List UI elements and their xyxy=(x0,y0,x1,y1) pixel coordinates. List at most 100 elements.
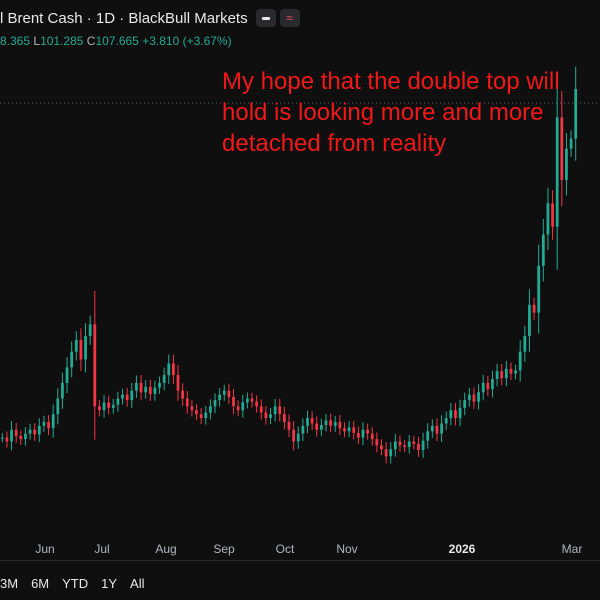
candle-body xyxy=(514,370,517,374)
symbol-title[interactable]: l Brent Cash · 1D · BlackBull Markets xyxy=(0,9,248,27)
candle-body xyxy=(5,437,9,442)
candle-body xyxy=(139,382,143,393)
candle-body xyxy=(343,428,346,432)
candle-body xyxy=(287,421,291,430)
minus-icon[interactable] xyxy=(255,9,276,27)
candle-body xyxy=(467,394,471,401)
ohlc-low: 101.285 xyxy=(40,34,84,48)
candle-body xyxy=(361,429,365,438)
candle-body xyxy=(24,433,27,440)
candle-body xyxy=(403,445,406,447)
candle-body xyxy=(398,441,402,446)
candle-body xyxy=(70,351,74,368)
candle-body xyxy=(176,375,180,391)
x-tick-label: Sep xyxy=(213,542,235,556)
candle-body xyxy=(190,406,194,411)
candle-body xyxy=(88,324,92,337)
candle-body xyxy=(199,414,203,419)
candle-body xyxy=(121,394,124,399)
range-6m-button[interactable]: 6M xyxy=(31,576,50,591)
candle-body xyxy=(393,441,397,450)
candle-body xyxy=(458,407,462,419)
candle-body xyxy=(329,420,333,426)
candle-body xyxy=(435,425,439,434)
candle-body xyxy=(158,382,161,388)
wave-icon[interactable]: ≈ xyxy=(279,9,300,27)
candle-body xyxy=(504,368,508,379)
candle-body xyxy=(269,414,272,419)
range-selector: 3M 6M YTD 1Y All xyxy=(0,560,600,596)
annotation-text: My hope that the double top will hold is… xyxy=(222,68,560,157)
candle-body xyxy=(384,449,388,457)
range-ytd-button[interactable]: YTD xyxy=(62,576,89,591)
candle-body xyxy=(551,203,554,227)
candle-body xyxy=(218,394,222,401)
candle-body xyxy=(310,418,314,424)
candle-body xyxy=(463,400,467,408)
candle-body xyxy=(282,414,286,422)
candle-body xyxy=(495,371,499,379)
candle-body xyxy=(116,398,120,405)
candle-body xyxy=(454,410,457,419)
candle-body xyxy=(407,441,411,447)
x-tick-label: 2026 xyxy=(448,542,476,556)
candle-body xyxy=(324,420,328,426)
candle-body xyxy=(195,410,198,415)
candle-body xyxy=(537,265,541,313)
candle-body xyxy=(102,402,106,411)
candle-body xyxy=(79,339,83,360)
candle-body xyxy=(306,418,309,426)
candle-body xyxy=(315,423,319,430)
range-all-button[interactable]: All xyxy=(130,576,145,591)
candle-body xyxy=(232,396,235,407)
candle-body xyxy=(10,429,13,442)
x-tick-label: Jun xyxy=(35,542,55,556)
candle-body xyxy=(296,433,300,442)
candle-body xyxy=(14,429,18,436)
candle-body xyxy=(366,429,369,434)
range-3m-button[interactable]: 3M xyxy=(0,576,19,591)
candle-body xyxy=(528,304,531,337)
candle-body xyxy=(125,394,129,401)
candle-body xyxy=(37,425,41,435)
candle-body xyxy=(333,421,337,426)
candle-body xyxy=(130,390,134,401)
range-1y-button[interactable]: 1Y xyxy=(101,576,118,591)
candle-body xyxy=(255,401,259,407)
candle-body xyxy=(472,394,476,402)
candle-body xyxy=(185,398,189,407)
candle-body xyxy=(565,148,568,180)
candle-body xyxy=(65,367,69,383)
candle-body xyxy=(245,398,249,403)
candle-body xyxy=(0,437,4,439)
candle-body xyxy=(417,443,420,451)
candle-body xyxy=(440,423,443,434)
candle-body xyxy=(347,427,351,432)
candle-body xyxy=(19,435,23,440)
candle-body xyxy=(273,406,277,415)
candle-body xyxy=(181,390,185,399)
candle-body xyxy=(227,390,231,397)
candle-body xyxy=(42,421,46,426)
candle-body xyxy=(259,406,263,413)
candle-body xyxy=(352,427,356,433)
chart-header: l Brent Cash · 1D · BlackBull Markets ≈ xyxy=(0,4,300,32)
candle-body xyxy=(241,402,245,411)
candle-body xyxy=(546,203,550,235)
candle-body xyxy=(412,441,416,444)
candle-body xyxy=(375,439,379,446)
candle-body xyxy=(523,336,527,352)
candle-body xyxy=(148,386,152,394)
ohlc-close: 107.665 xyxy=(95,34,139,48)
candle-body xyxy=(51,414,55,429)
candle-body xyxy=(74,339,78,352)
candle-body xyxy=(481,382,485,393)
candle-body xyxy=(222,390,226,395)
candle-body xyxy=(380,445,383,450)
candle-body xyxy=(555,117,559,227)
candle-body xyxy=(560,117,564,180)
candle-body xyxy=(449,410,453,419)
candle-body xyxy=(301,425,305,434)
candle-body xyxy=(98,406,101,411)
